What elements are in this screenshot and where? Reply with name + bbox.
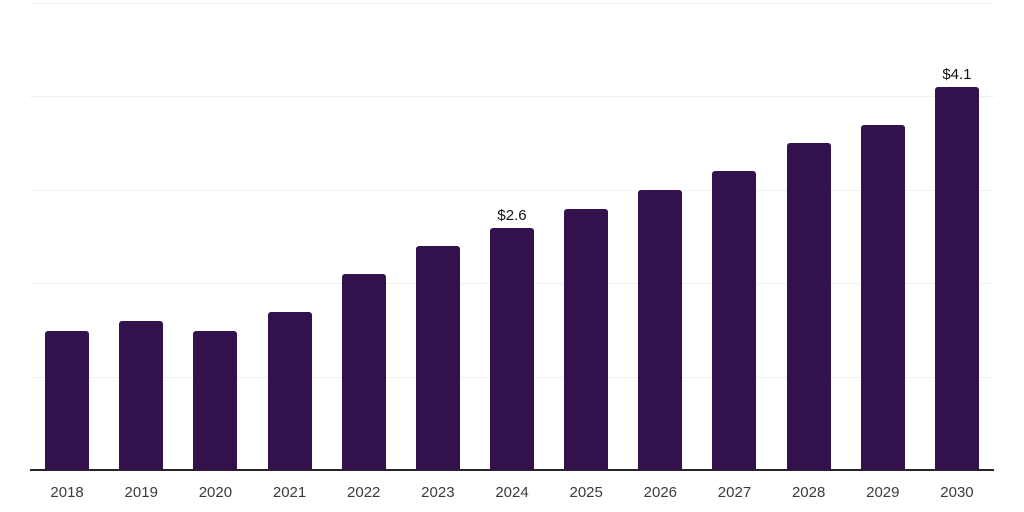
x-tick-label-2019: 2019 (124, 484, 158, 501)
x-tick-label-2020: 2020 (198, 484, 233, 501)
bar-2026 (638, 190, 683, 470)
bar-2029 (860, 124, 905, 470)
x-tick-label-2025: 2025 (569, 484, 603, 501)
x-axis-line (30, 469, 994, 471)
x-tick-label-2029: 2029 (866, 484, 900, 501)
bar-2020 (193, 330, 238, 470)
bar-2019 (119, 321, 164, 470)
bar-2028 (786, 143, 831, 470)
bar-2023 (415, 246, 460, 470)
x-tick-label-2022: 2022 (347, 484, 381, 501)
x-tick-label-2024: 2024 (495, 484, 529, 501)
bar-2018 (45, 330, 90, 470)
bar-2022 (341, 274, 386, 470)
gridline-4 (30, 96, 994, 98)
gridline-3 (30, 189, 994, 191)
x-tick-label-2026: 2026 (643, 484, 678, 501)
x-tick-label-2027: 2027 (717, 484, 752, 501)
plot-area: $2.6 $4.1 (30, 2, 994, 471)
bar-2025 (564, 208, 609, 470)
x-tick-label-2018: 2018 (50, 484, 84, 501)
gridline-5 (30, 2, 994, 4)
bar-2027 (712, 171, 757, 470)
bar-value-label-2024: $2.6 (497, 206, 527, 224)
x-axis-labels: 2018 2019 2020 2021 2022 2023 2024 2025 2026 2027… (30, 484, 994, 501)
bar-2024 (490, 227, 534, 470)
x-tick-label-2028: 2028 (791, 484, 826, 501)
x-tick-label-2021: 2021 (272, 484, 307, 501)
bar-value-label-2030: $4.1 (942, 66, 972, 84)
x-tick-label-2023: 2023 (421, 484, 455, 501)
bar-2030 (934, 87, 979, 470)
bar-2021 (267, 311, 312, 470)
x-tick-label-2030: 2030 (940, 484, 974, 501)
